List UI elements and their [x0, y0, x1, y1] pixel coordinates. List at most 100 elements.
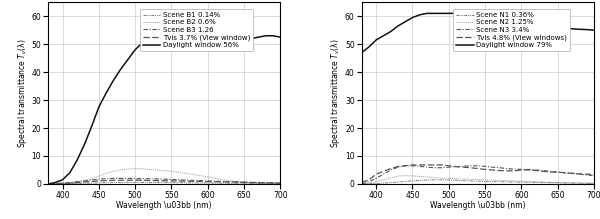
Tvis 4.8% (View windows) [452, 165, 460, 168]
Tvis 3.7% (View window) [190, 180, 197, 183]
Scene N2 1.25% [539, 181, 547, 183]
Scene N1 0.36% [358, 183, 365, 185]
Daylight window 79% [474, 13, 481, 16]
Daylight window 79% [373, 39, 380, 41]
Tvis 3.7% (View window) [110, 179, 117, 182]
Scene B3 1.26 [154, 178, 161, 180]
Tvis 3.7% (View window) [139, 179, 146, 182]
Daylight window 56% [44, 183, 52, 185]
Scene B1 0.14% [117, 181, 124, 184]
Tvis 4.8% (View windows) [562, 171, 569, 174]
Scene N2 1.25% [445, 177, 452, 180]
Tvis 4.8% (View windows) [365, 178, 373, 181]
Daylight window 79% [438, 12, 445, 15]
Scene N1 0.36% [554, 182, 561, 184]
Scene N3 3.4% [489, 166, 496, 168]
Scene B1 0.14% [197, 182, 204, 184]
Scene B2 0.6% [248, 181, 255, 184]
Scene B2 0.6% [81, 179, 88, 182]
Daylight window 56% [154, 34, 161, 37]
Scene B2 0.6% [277, 182, 284, 185]
Scene B2 0.6% [110, 170, 117, 173]
Daylight window 56% [168, 22, 175, 25]
Tvis 4.8% (View windows) [489, 169, 496, 171]
Scene B2 0.6% [255, 182, 262, 184]
Daylight window 56% [95, 106, 103, 108]
Scene N3 3.4% [511, 168, 518, 170]
Scene N1 0.36% [452, 179, 460, 182]
Daylight window 79% [525, 20, 532, 23]
Daylight window 79% [511, 18, 518, 20]
Scene N3 3.4% [409, 164, 416, 167]
Scene N2 1.25% [431, 176, 438, 179]
Scene B2 0.6% [88, 178, 95, 180]
Scene N2 1.25% [387, 177, 394, 179]
Scene B2 0.6% [124, 168, 131, 170]
Daylight window 79% [554, 26, 561, 29]
Daylight window 79% [576, 28, 583, 31]
Scene N1 0.36% [511, 181, 518, 183]
Scene N1 0.36% [373, 182, 380, 185]
Scene N2 1.25% [467, 178, 474, 180]
Line: Scene N3 3.4%: Scene N3 3.4% [362, 166, 594, 184]
Scene N3 3.4% [438, 166, 445, 169]
Tvis 4.8% (View windows) [438, 164, 445, 166]
Scene B1 0.14% [218, 182, 226, 184]
Scene N2 1.25% [525, 180, 532, 183]
Daylight window 79% [503, 16, 511, 19]
Scene B2 0.6% [218, 178, 226, 181]
Scene B1 0.14% [44, 183, 52, 185]
Scene B1 0.14% [255, 182, 262, 185]
Scene N3 3.4% [532, 169, 539, 171]
Tvis 4.8% (View windows) [467, 166, 474, 169]
Scene B2 0.6% [269, 182, 277, 185]
Scene N3 3.4% [416, 165, 424, 168]
Scene N1 0.36% [394, 181, 401, 183]
Tvis 3.7% (View window) [175, 180, 182, 182]
Scene B2 0.6% [73, 180, 80, 183]
Tvis 4.8% (View windows) [576, 173, 583, 175]
Scene N2 1.25% [460, 178, 467, 180]
Tvis 3.7% (View window) [44, 183, 52, 185]
Legend: Scene B1 0.14%, Scene B2 0.6%, Scene B3 1.26, Tvis 3.7% (View window), Daylight : Scene B1 0.14%, Scene B2 0.6%, Scene B3 … [140, 9, 253, 51]
Daylight window 56% [88, 125, 95, 128]
Tvis 4.8% (View windows) [583, 173, 590, 175]
Scene N1 0.36% [562, 182, 569, 184]
Tvis 3.7% (View window) [262, 181, 269, 184]
Scene B3 1.26 [255, 181, 262, 184]
Scene N2 1.25% [380, 178, 387, 181]
Scene B3 1.26 [110, 177, 117, 180]
Scene B1 0.14% [226, 182, 233, 185]
Daylight window 79% [380, 34, 387, 37]
Scene B1 0.14% [81, 182, 88, 185]
Scene B1 0.14% [269, 182, 277, 185]
Line: Daylight window 79%: Daylight window 79% [362, 13, 594, 53]
X-axis label: Wavelength \u03bb (nm): Wavelength \u03bb (nm) [430, 201, 526, 210]
Scene B3 1.26 [241, 181, 248, 184]
Scene B2 0.6% [117, 169, 124, 171]
Scene B1 0.14% [211, 182, 218, 184]
Scene N2 1.25% [576, 182, 583, 184]
Daylight window 56% [175, 19, 182, 22]
Daylight window 79% [539, 23, 547, 26]
Scene N3 3.4% [365, 180, 373, 183]
Scene B1 0.14% [161, 181, 168, 184]
Scene N3 3.4% [431, 166, 438, 169]
Daylight window 79% [365, 46, 373, 48]
Tvis 4.8% (View windows) [554, 171, 561, 173]
Scene B3 1.26 [233, 181, 241, 183]
Scene N3 3.4% [562, 171, 569, 174]
Scene B1 0.14% [95, 182, 103, 184]
Scene N3 3.4% [387, 169, 394, 171]
Line: Tvis 4.8% (View windows): Tvis 4.8% (View windows) [362, 165, 594, 183]
Tvis 3.7% (View window) [73, 181, 80, 184]
Scene B1 0.14% [175, 181, 182, 184]
Daylight window 56% [52, 181, 59, 184]
Scene B3 1.26 [59, 182, 66, 184]
Scene N2 1.25% [562, 181, 569, 184]
Scene B3 1.26 [44, 183, 52, 185]
Scene N2 1.25% [358, 183, 365, 185]
Daylight window 79% [547, 25, 554, 27]
Tvis 4.8% (View windows) [518, 169, 525, 171]
Daylight window 79% [416, 13, 424, 16]
